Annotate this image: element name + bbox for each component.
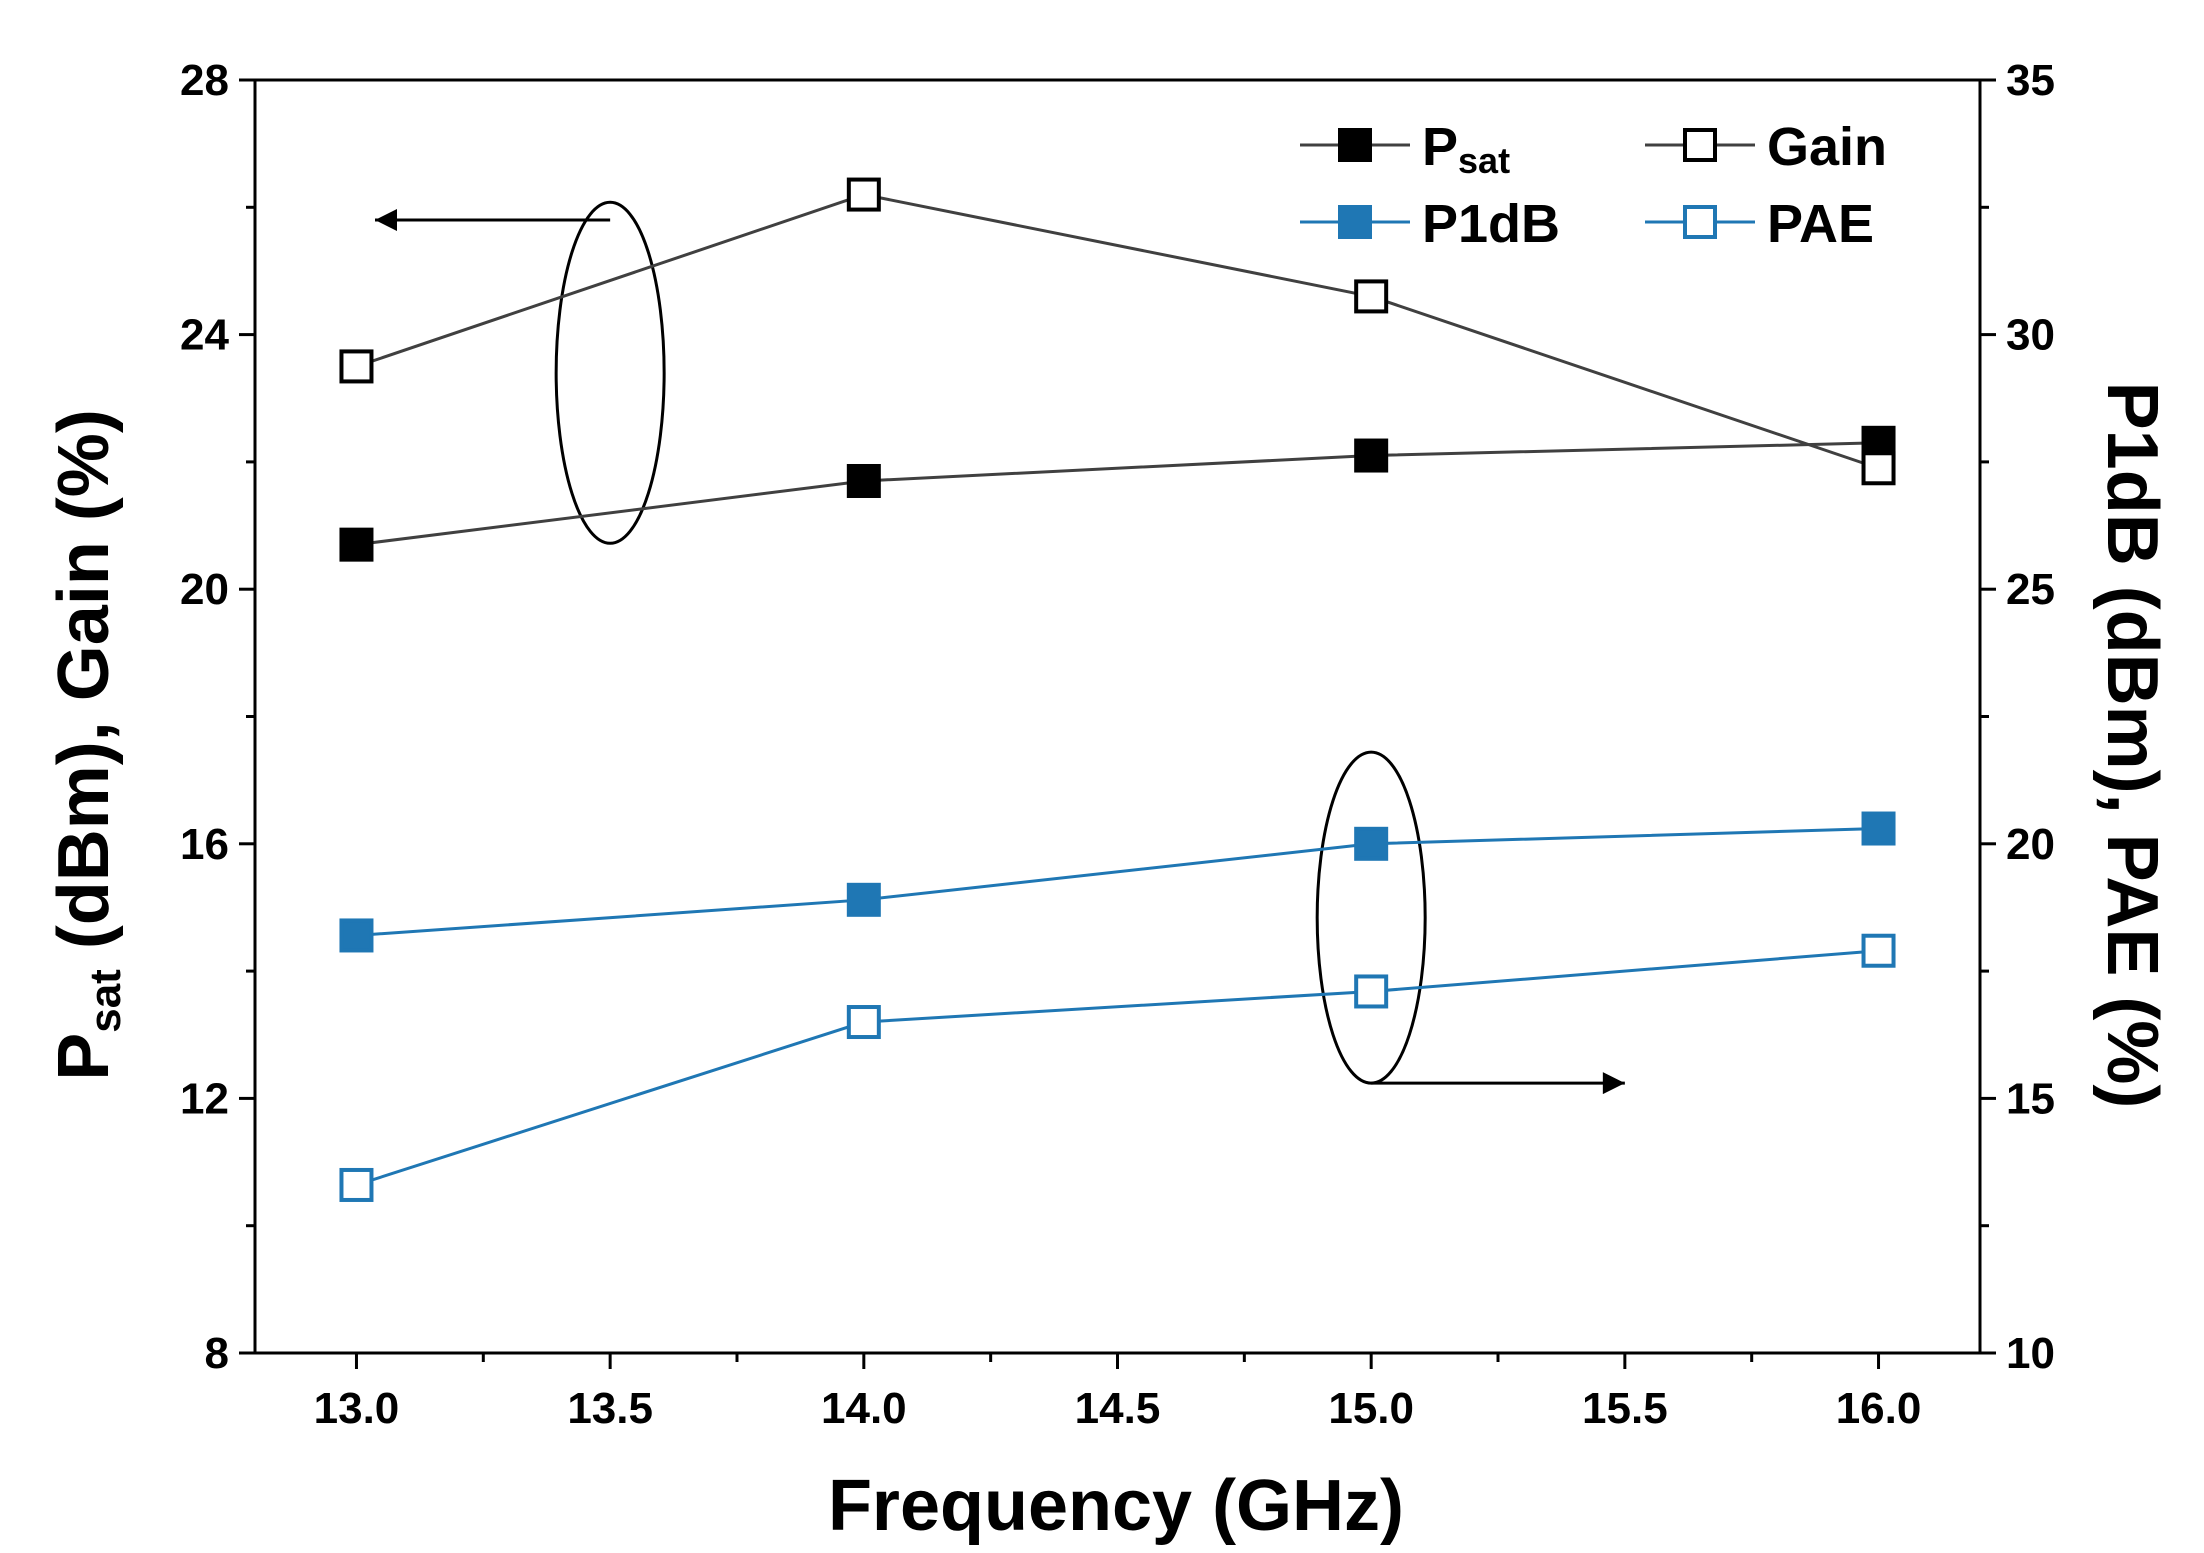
y-left-tick-label: 16 — [180, 820, 229, 869]
plot-frame — [253, 78, 1982, 1355]
data-point-gain — [1354, 279, 1389, 314]
legend-label-p1db: P1dB — [1422, 194, 1560, 254]
data-point-psat — [846, 463, 881, 498]
y-axis-right-title: P1dB (dBm), PAE (%) — [2092, 382, 2172, 1109]
y-right-tick-label: 30 — [2006, 311, 2055, 360]
x-tick-label: 13.5 — [567, 1384, 653, 1433]
y-left-tick-label: 20 — [180, 565, 229, 614]
plot-border — [253, 78, 1982, 1355]
x-tick-label: 15.5 — [1582, 1384, 1668, 1433]
series-line-pae — [356, 949, 1879, 1187]
x-tick-label: 16.0 — [1836, 1384, 1922, 1433]
y-left-tick-label: 28 — [180, 56, 229, 105]
x-tick-label: 14.5 — [1075, 1384, 1161, 1433]
legend-label-sub: sat — [1458, 140, 1510, 181]
y-right-tick-label: 35 — [2006, 56, 2055, 105]
legend-label-pae: PAE — [1767, 194, 1874, 254]
data-point-gain — [846, 177, 881, 212]
legend-label-gain: Gain — [1767, 117, 1887, 177]
x-tick-label: 15.0 — [1328, 1384, 1414, 1433]
data-point-p1db — [1354, 826, 1389, 861]
data-point-p1db — [339, 918, 374, 953]
y-axis-right: 10 15 20 25 30 35 — [1980, 56, 2055, 1378]
series-line-psat — [356, 441, 1879, 547]
legend-label-main: P — [1422, 117, 1458, 177]
y-left-tick-label: 12 — [180, 1074, 229, 1123]
y-left-tick-label: 24 — [180, 311, 229, 360]
y-left-title-rest: (dBm), Gain (%) — [44, 409, 124, 969]
legend-label-main: PAE — [1767, 194, 1874, 254]
annotations — [375, 200, 1625, 1095]
y-left-title-main: P — [44, 1033, 124, 1081]
series-line-p1db — [356, 827, 1879, 937]
y-right-tick-label: 25 — [2006, 565, 2055, 614]
data-point-p1db — [846, 882, 881, 917]
series-layer — [339, 177, 1896, 1202]
legend-marker-pae — [1683, 205, 1717, 239]
legend-marker-p1db — [1338, 205, 1372, 239]
data-point-pae — [1354, 974, 1389, 1009]
legend-label-psat: Psat — [1422, 117, 1510, 181]
data-point-p1db — [1861, 811, 1896, 846]
left-group-ellipse — [554, 200, 666, 545]
x-axis-title: Frequency (GHz) — [828, 1466, 1404, 1546]
data-point-psat — [339, 527, 374, 562]
y-right-tick-label: 20 — [2006, 820, 2055, 869]
series-line-gain — [355, 193, 1880, 470]
legend: Psat Gain P1dB PAE — [1300, 117, 1887, 254]
y-right-tick-label: 15 — [2006, 1074, 2055, 1123]
data-point-gain — [1861, 451, 1896, 486]
legend-label-main: Gain — [1767, 117, 1887, 177]
x-tick-label: 13.0 — [314, 1384, 400, 1433]
data-point-pae — [846, 1005, 881, 1040]
legend-marker-psat — [1338, 128, 1372, 162]
data-point-gain — [339, 349, 374, 384]
y-right-tick-label: 10 — [2006, 1329, 2055, 1378]
y-left-title-sub: sat — [81, 969, 130, 1033]
y-axis-left-title: Psat (dBm), Gain (%) — [44, 409, 130, 1081]
legend-label-main: P1dB — [1422, 194, 1560, 254]
x-axis: 13.0 13.5 14.0 14.5 15.0 15.5 16.0 — [314, 1353, 1922, 1433]
y-left-tick-label: 8 — [205, 1329, 229, 1378]
y-axis-left: 8 12 16 20 24 28 — [180, 56, 255, 1378]
x-tick-label: 14.0 — [821, 1384, 907, 1433]
data-point-psat — [1354, 438, 1389, 473]
right-group-ellipse — [1315, 750, 1427, 1085]
data-point-pae — [1861, 933, 1896, 968]
data-point-pae — [339, 1167, 374, 1202]
legend-marker-gain — [1683, 128, 1717, 162]
